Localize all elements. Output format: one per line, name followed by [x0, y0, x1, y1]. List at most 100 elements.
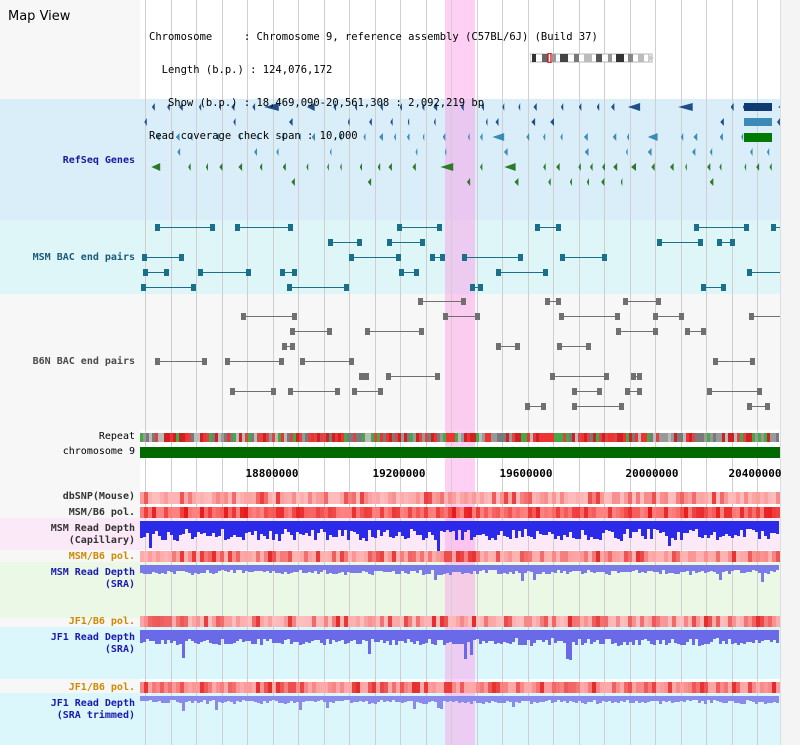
- read-depth-bar: [671, 696, 674, 704]
- read-depth-bar: [650, 630, 653, 644]
- track-label-jf1-depth-sra: JF1 Read Depth (SRA): [50, 632, 135, 655]
- repeat-segment: [347, 433, 350, 442]
- gene-feature: [560, 133, 563, 141]
- read-depth-bar: [353, 521, 356, 533]
- track-label-b6n-bac[interactable]: B6N BAC end pairs: [32, 356, 135, 367]
- bac-end: [730, 239, 736, 246]
- read-depth-bar: [494, 521, 497, 540]
- read-depth-bar: [170, 630, 173, 644]
- read-depth-bar: [602, 565, 605, 572]
- read-depth-bar: [248, 696, 251, 701]
- chromosome-ideogram[interactable]: [530, 53, 655, 63]
- polymorphism-cell: [668, 507, 672, 518]
- polymorphism-cell: [212, 492, 216, 504]
- read-depth-bar: [281, 696, 284, 704]
- polymorphism-cell: [424, 507, 428, 518]
- read-depth-bar: [575, 630, 578, 645]
- polymorphism-cell: [340, 616, 344, 627]
- repeat-segment: [761, 433, 764, 442]
- bac-end: [637, 373, 643, 380]
- polymorphism-cell: [372, 616, 376, 627]
- read-depth-bar: [761, 696, 764, 703]
- polymorphism-cell: [312, 551, 316, 562]
- polymorphism-cell: [236, 492, 240, 504]
- read-depth-bar: [614, 696, 617, 703]
- polymorphism-cell: [600, 551, 604, 562]
- track-label-jf1-depth-trimmed: JF1 Read Depth (SRA trimmed): [50, 698, 135, 721]
- polymorphism-cell: [452, 682, 456, 693]
- gene-feature: [533, 103, 537, 111]
- read-depth-bar: [446, 630, 449, 644]
- read-depth-bar: [317, 696, 320, 702]
- read-depth-bar: [314, 565, 317, 571]
- polymorphism-cell: [520, 492, 524, 504]
- read-depth-bar: [617, 521, 620, 539]
- read-depth-bar: [767, 565, 770, 574]
- bac-end: [155, 358, 161, 365]
- read-depth-bar: [557, 565, 560, 571]
- polymorphism-cell: [692, 616, 696, 627]
- repeat-segment: [500, 433, 503, 442]
- read-depth-bar: [170, 696, 173, 701]
- read-depth-bar: [176, 521, 179, 541]
- repeat-segment: [152, 433, 155, 442]
- polymorphism-cell: [712, 682, 716, 693]
- read-depth-bar: [251, 521, 254, 535]
- gridline: [400, 0, 401, 745]
- read-depth-bar: [413, 696, 416, 710]
- polymorphism-cell: [312, 492, 316, 504]
- polymorphism-cell: [672, 492, 676, 504]
- polymorphism-cell: [428, 492, 432, 504]
- polymorphism-cell: [484, 507, 488, 518]
- bac-end: [396, 254, 402, 261]
- read-depth-bar: [152, 630, 155, 641]
- gene-feature: [175, 133, 180, 141]
- read-depth-bar: [428, 565, 431, 575]
- polymorphism-cell: [564, 682, 568, 693]
- read-depth-bar: [224, 521, 227, 540]
- bac-end: [443, 313, 449, 320]
- polymorphism-cell: [144, 507, 148, 518]
- polymorphism-cell: [580, 616, 584, 627]
- polymorphism-cell: [580, 551, 584, 562]
- read-depth-bar: [635, 565, 638, 571]
- track-label-refseq[interactable]: RefSeq Genes: [62, 155, 135, 166]
- polymorphism-cell: [576, 682, 580, 693]
- read-depth-bar: [179, 521, 182, 536]
- read-depth-bar: [563, 565, 566, 571]
- polymorphism-cell: [180, 616, 184, 627]
- gridline: [680, 0, 682, 745]
- polymorphism-cell: [632, 507, 636, 518]
- repeat-segment: [569, 433, 572, 442]
- read-depth-bar: [635, 630, 638, 640]
- plot-area[interactable]: [140, 0, 780, 745]
- repeat-segment: [185, 433, 188, 442]
- polymorphism-cell: [472, 682, 476, 693]
- track-label-msm-bac[interactable]: MSM BAC end pairs: [32, 252, 135, 263]
- polymorphism-cell: [384, 682, 388, 693]
- repeat-segment: [695, 433, 698, 442]
- read-depth-bar: [236, 630, 239, 642]
- polymorphism-cell: [620, 551, 624, 562]
- polymorphism-cell: [272, 492, 276, 504]
- polymorphism-cell: [760, 492, 764, 504]
- read-depth-bar: [272, 565, 275, 571]
- read-depth-bar: [188, 630, 191, 640]
- polymorphism-cell: [628, 616, 632, 627]
- read-depth-bar: [755, 630, 758, 640]
- polymorphism-cell: [520, 616, 524, 627]
- polymorphism-cell: [432, 616, 436, 627]
- read-depth-bar: [488, 630, 491, 642]
- gene-feature: [264, 103, 279, 111]
- gene-feature: [670, 163, 674, 171]
- polymorphism-cell: [428, 551, 432, 562]
- read-depth-bar: [536, 696, 539, 704]
- polymorphism-cell: [232, 492, 236, 504]
- vertical-scrollbar[interactable]: [780, 0, 800, 745]
- gene-feature: [548, 178, 551, 186]
- read-depth-bar: [734, 630, 737, 644]
- read-depth-bar: [722, 565, 725, 573]
- read-depth-bar: [221, 630, 224, 639]
- read-depth-bar: [266, 521, 269, 540]
- polymorphism-cell: [416, 507, 420, 518]
